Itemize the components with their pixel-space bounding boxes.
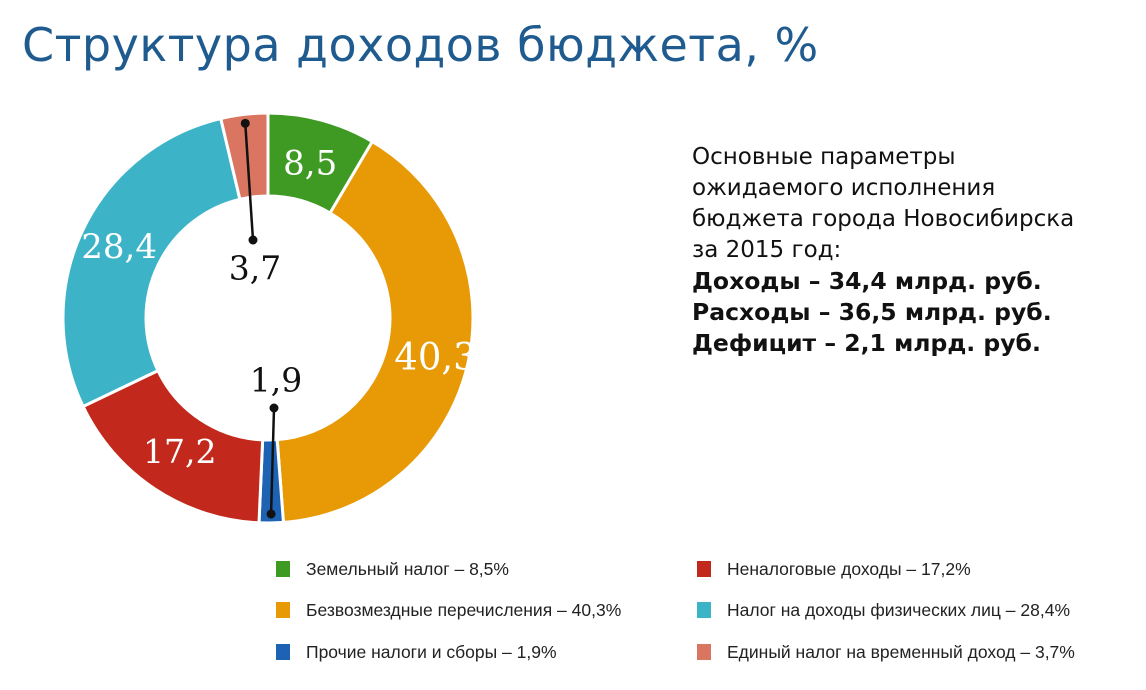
- info-line: за 2015 год:: [692, 237, 842, 263]
- slice-value-label: 1,9: [250, 361, 302, 400]
- slice-value-label: 17,2: [143, 432, 216, 471]
- leader-dot: [269, 403, 279, 413]
- slice-value-label: 8,5: [283, 144, 337, 184]
- legend-item: Налог на доходы физических лиц – 28,4%: [697, 598, 1070, 622]
- income-total: Доходы – 34,4 млрд. руб.: [692, 267, 1042, 295]
- info-line: Основные параметры: [692, 144, 956, 170]
- deficit-total: Дефицит – 2,1 млрд. руб.: [692, 329, 1041, 357]
- legend-swatch: [697, 602, 711, 618]
- legend-label: Неналоговые доходы – 17,2%: [727, 558, 971, 579]
- leader-line: [244, 123, 255, 241]
- donut-slice: [218, 111, 270, 202]
- slice-value-label: 3,7: [229, 249, 281, 288]
- legend-item: Безвозмездные перечисления – 40,3%: [276, 598, 621, 622]
- legend-label: Прочие налоги и сборы – 1,9%: [306, 641, 557, 662]
- donut-slice: [61, 116, 242, 409]
- legend-swatch: [697, 644, 711, 660]
- legend-item: Земельный налог – 8,5%: [276, 557, 509, 581]
- legend-label: Безвозмездные перечисления – 40,3%: [306, 599, 622, 620]
- legend-item: Единый налог на временный доход – 3,7%: [697, 640, 1075, 664]
- budget-parameters: Основные параметры ожидаемого исполнения…: [692, 142, 1142, 359]
- legend-label: Земельный налог – 8,5%: [306, 558, 509, 579]
- legend-swatch: [276, 561, 290, 577]
- info-line: ожидаемого исполнения: [692, 175, 996, 201]
- legend-label: Налог на доходы физических лиц – 28,4%: [727, 599, 1071, 620]
- leader-dot: [240, 118, 250, 128]
- legend-label: Единый налог на временный доход – 3,7%: [727, 641, 1075, 662]
- info-line: бюджета города Новосибирска: [692, 206, 1075, 232]
- legend-swatch: [276, 644, 290, 660]
- slice-value-label: 28,4: [81, 227, 157, 267]
- legend-item: Прочие налоги и сборы – 1,9%: [276, 640, 557, 664]
- legend-item: Неналоговые доходы – 17,2%: [697, 557, 971, 581]
- leader-dot: [266, 509, 276, 519]
- leader-dot: [248, 235, 258, 245]
- legend-swatch: [276, 602, 290, 618]
- slice-value-label: 40,3: [394, 336, 476, 379]
- donut-slice: [275, 139, 475, 525]
- leader-line: [269, 407, 276, 515]
- page-title: Структура доходов бюджета, %: [22, 18, 819, 72]
- legend-swatch: [697, 561, 711, 577]
- expense-total: Расходы – 36,5 млрд. руб.: [692, 298, 1052, 326]
